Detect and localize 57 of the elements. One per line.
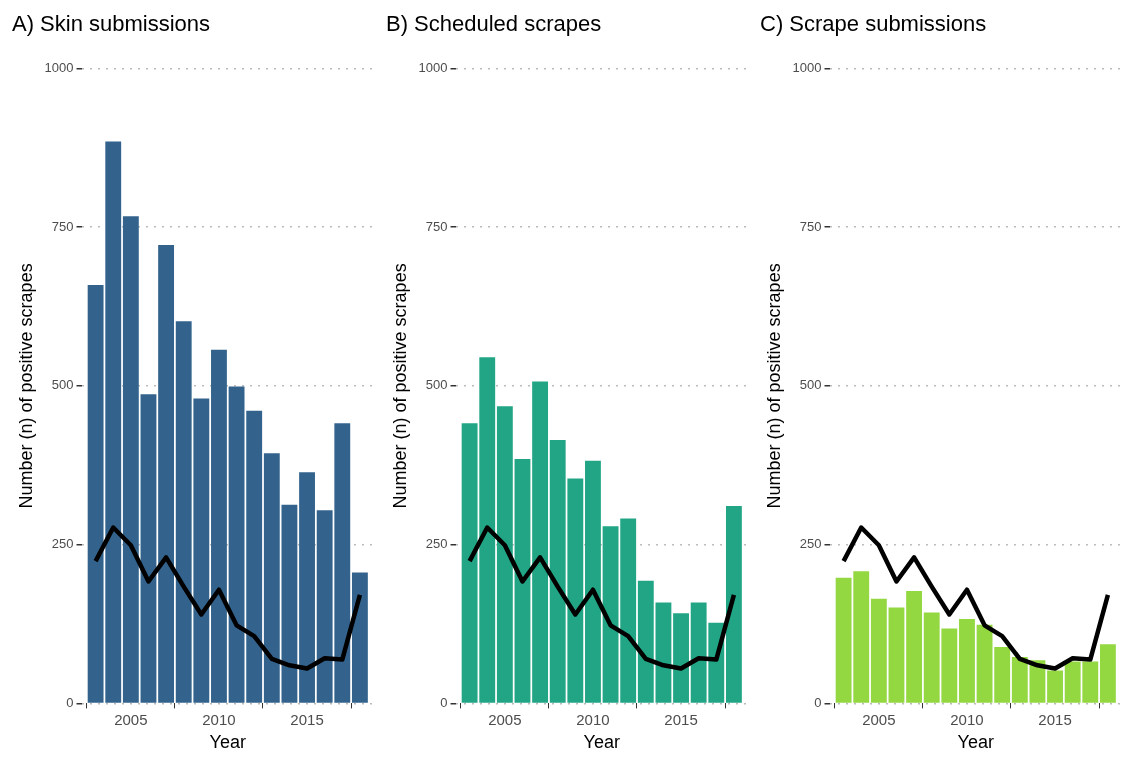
x-tick-label: 2010 (576, 710, 610, 728)
x-tick-label: 2015 (290, 710, 324, 728)
bar (888, 607, 905, 703)
bar (725, 505, 742, 703)
bar (673, 613, 689, 703)
bar (532, 381, 549, 703)
bar (122, 216, 139, 703)
bar (959, 618, 975, 703)
y-tick-label: 750 (51, 218, 74, 234)
y-tick-label: 0 (66, 694, 74, 710)
x-tick-label: 2005 (114, 710, 148, 728)
x-tick-label: 2005 (862, 710, 896, 728)
x-axis-title: Year (583, 732, 620, 753)
bar (211, 349, 227, 703)
bar (158, 244, 175, 703)
y-tick-label: 1000 (418, 59, 448, 75)
y-tick-label: 500 (425, 377, 448, 393)
y-axis-title: Number (n) of positive scrapes (15, 263, 36, 509)
y-tick-label: 500 (799, 377, 822, 393)
y-tick-label: 0 (440, 694, 448, 710)
bar (514, 458, 531, 703)
bar (870, 598, 887, 703)
bar (620, 518, 637, 703)
y-axis-title: Number (n) of positive scrapes (763, 263, 784, 509)
y-tick-label: 250 (799, 536, 822, 552)
bar (299, 472, 315, 703)
y-tick-label: 1000 (792, 59, 822, 75)
x-tick-label: 2015 (1038, 710, 1072, 728)
x-tick-label: 2010 (202, 710, 236, 728)
y-tick-label: 1000 (44, 59, 74, 75)
bar (994, 646, 1011, 703)
x-axis-title: Year (209, 732, 246, 753)
bar (602, 526, 619, 703)
y-tick-label: 250 (425, 536, 448, 552)
bar (976, 624, 993, 703)
bar (246, 410, 263, 703)
y-tick-label: 750 (425, 218, 448, 234)
bar (1099, 644, 1116, 703)
bar (585, 460, 601, 703)
y-tick-label: 500 (51, 377, 74, 393)
bar (496, 406, 513, 703)
y-axis-title: Number (n) of positive scrapes (389, 263, 410, 509)
bar (1047, 670, 1063, 703)
y-tick-label: 250 (51, 536, 74, 552)
x-tick-label: 2015 (664, 710, 698, 728)
chart-title: A) Skin submissions (12, 11, 211, 37)
chart-title: B) Scheduled scrapes (386, 11, 602, 37)
x-tick-label: 2010 (950, 710, 984, 728)
bar (351, 572, 368, 703)
y-tick-label: 0 (814, 694, 822, 710)
x-tick-label: 2005 (488, 710, 522, 728)
bar (140, 394, 157, 703)
chart-title: C) Scrape submissions (760, 11, 987, 37)
bar (228, 386, 245, 703)
x-axis-title: Year (957, 732, 994, 753)
y-tick-label: 750 (799, 218, 822, 234)
bar (906, 591, 923, 703)
